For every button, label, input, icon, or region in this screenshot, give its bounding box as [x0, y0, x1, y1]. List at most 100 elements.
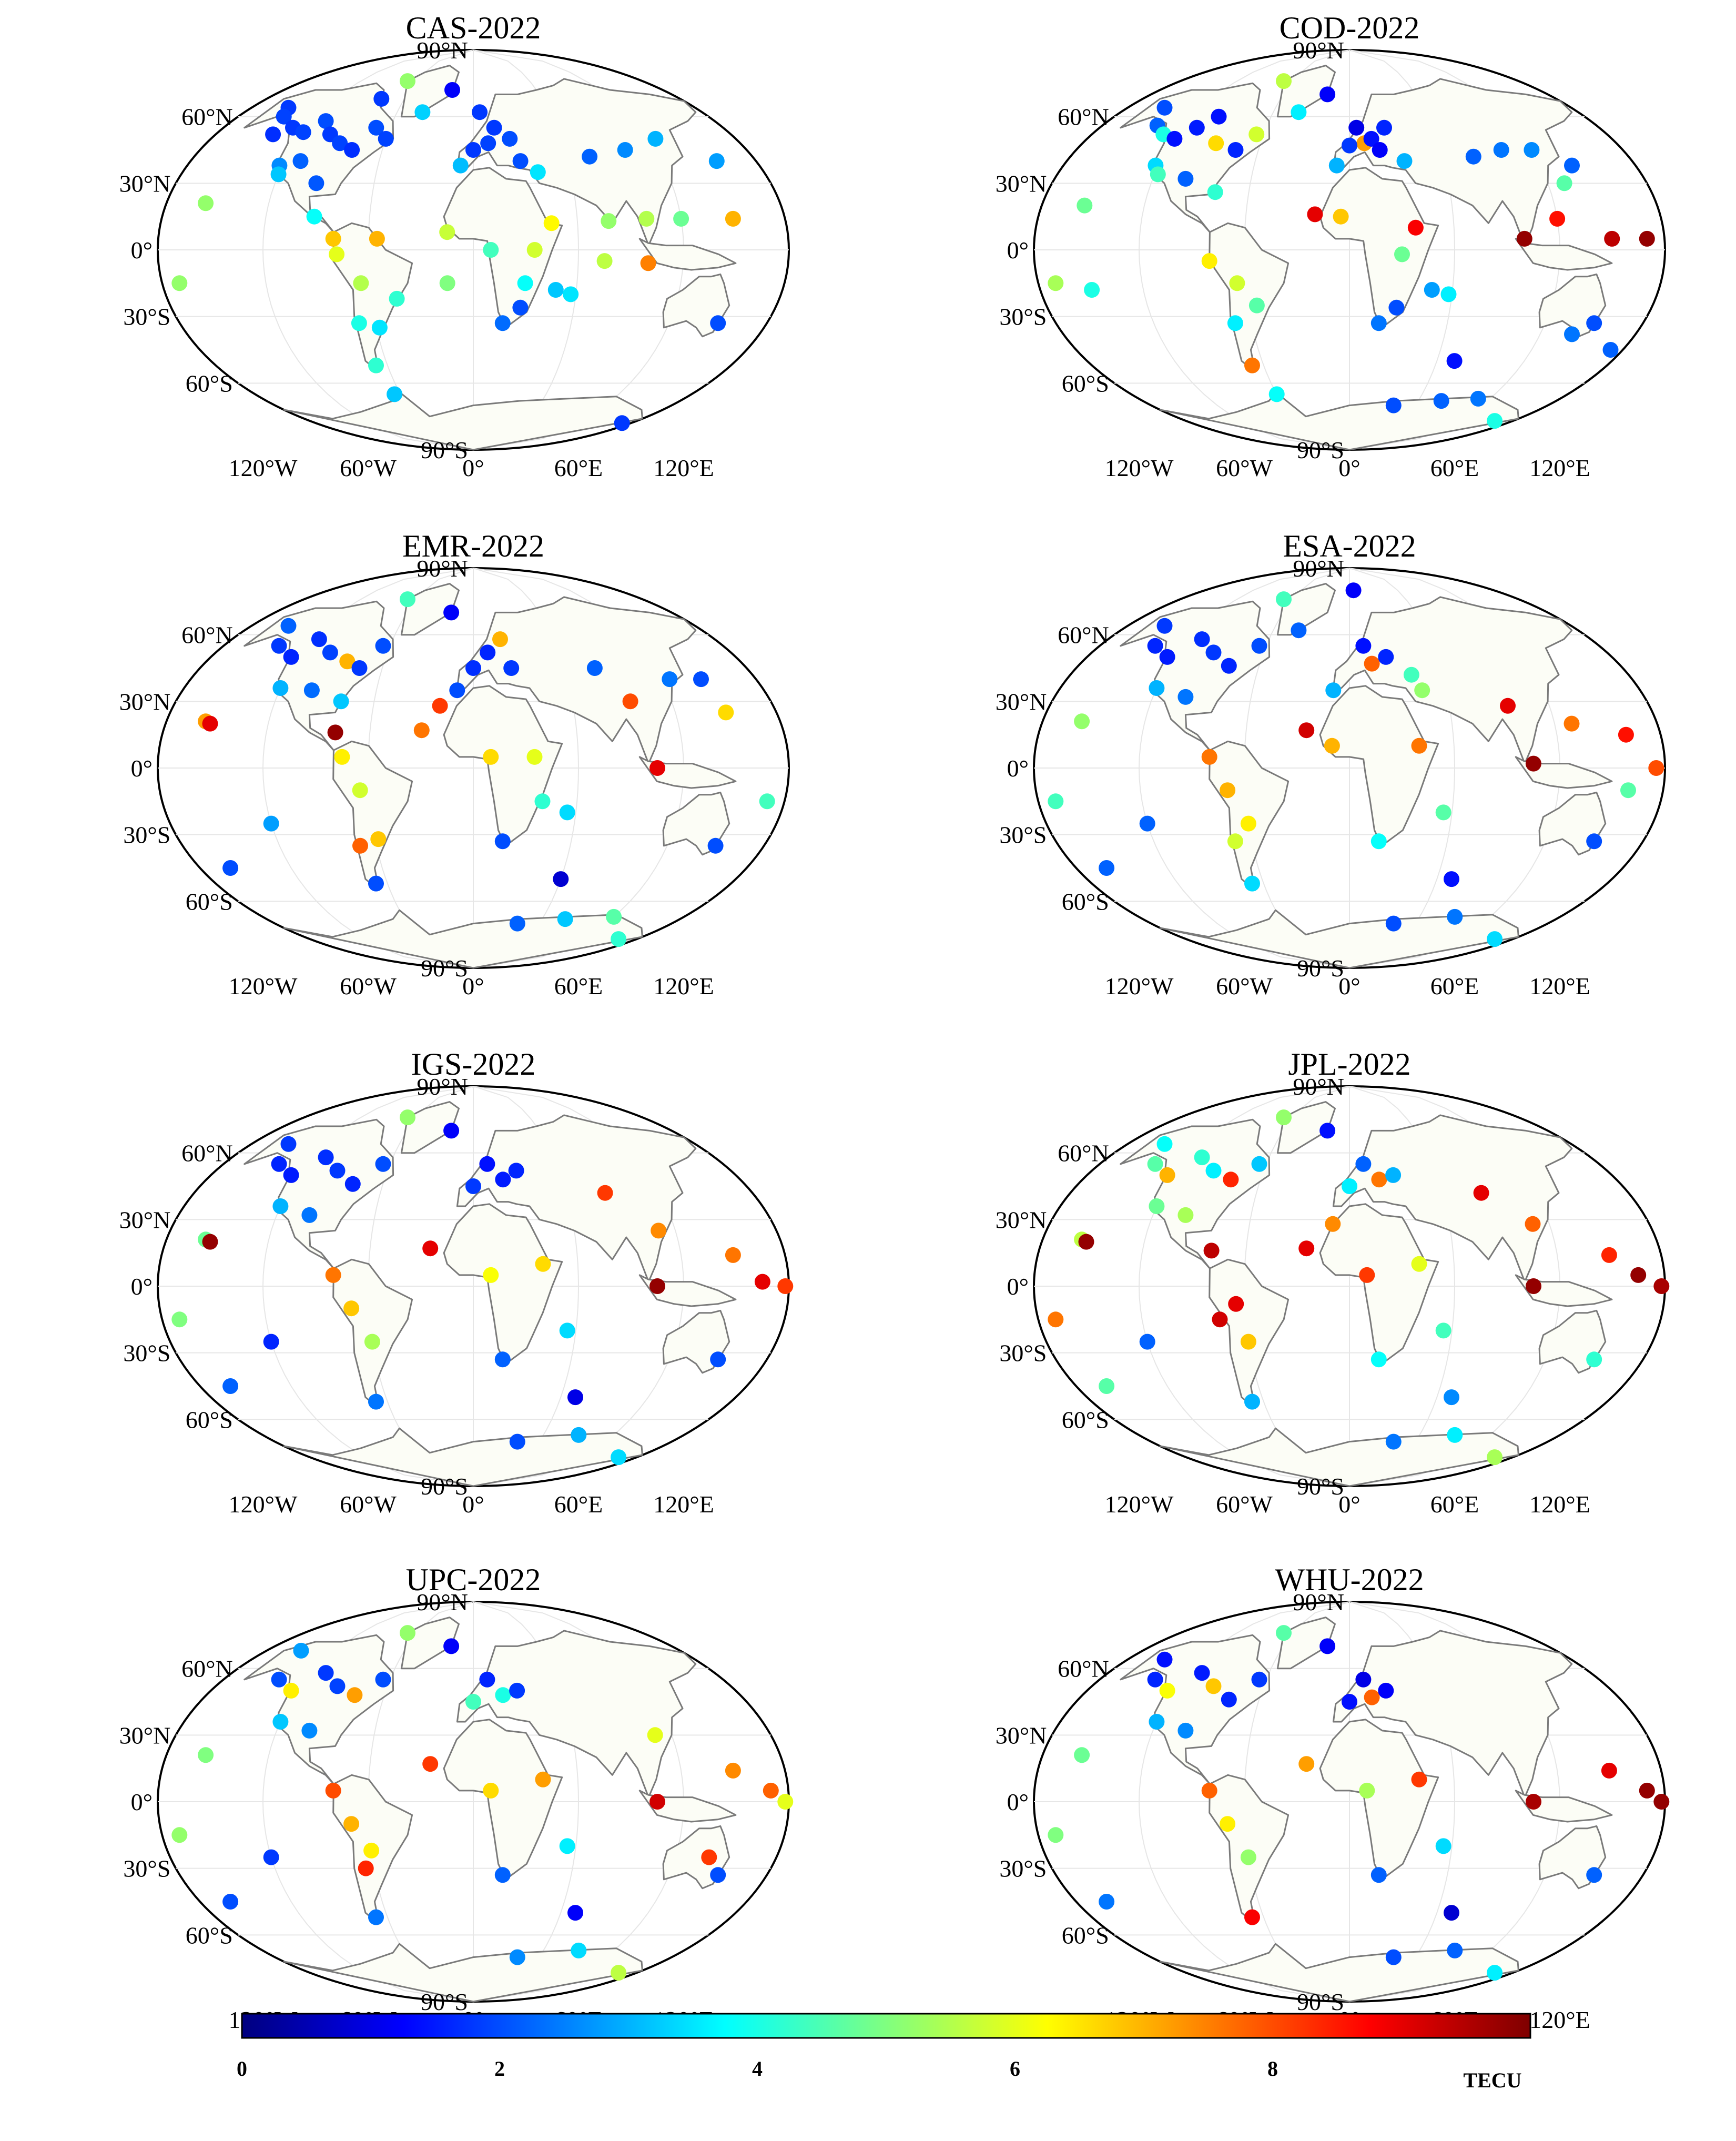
station-marker: [1276, 1109, 1292, 1126]
station-marker: [1147, 638, 1163, 654]
station-marker: [1223, 1172, 1239, 1188]
station-marker: [452, 157, 469, 174]
station-marker: [400, 591, 415, 608]
station-marker: [649, 760, 665, 776]
station-marker: [1371, 1172, 1387, 1188]
station-marker: [1376, 119, 1392, 136]
station-marker: [465, 142, 481, 158]
lon-tick-label: 60°E: [1430, 455, 1479, 481]
station-marker: [559, 1838, 575, 1854]
station-marker: [351, 315, 367, 331]
station-marker: [400, 73, 415, 89]
landmass-antarctica: [1159, 1943, 1519, 2003]
station-marker: [472, 104, 488, 120]
station-marker: [1156, 1136, 1173, 1152]
landmass-indonesia: [1515, 238, 1613, 271]
lat-tick-label: 0°: [131, 1789, 153, 1815]
station-marker: [1298, 722, 1315, 739]
station-marker: [494, 1351, 511, 1368]
station-marker: [325, 1267, 341, 1283]
station-marker: [1364, 655, 1380, 672]
station-marker: [1648, 760, 1664, 776]
station-marker: [649, 1278, 665, 1294]
lat-tick-label: 30°S: [999, 1340, 1047, 1367]
station-marker: [479, 1156, 495, 1172]
landmass-north-america: [1120, 1634, 1271, 1785]
station-marker: [494, 315, 511, 331]
station-marker: [1307, 206, 1323, 223]
lon-tick-label: 120°W: [1105, 1491, 1174, 1518]
colorbar-tick-6: 6: [1010, 2057, 1020, 2081]
lon-tick-label: 120°E: [1529, 1491, 1590, 1518]
lat-tick-label: 60°N: [1058, 622, 1109, 649]
station-marker: [1435, 1322, 1451, 1339]
station-marker: [509, 1949, 525, 1965]
station-marker: [710, 1351, 726, 1368]
station-marker: [1248, 126, 1265, 143]
station-marker: [364, 1334, 380, 1350]
station-marker: [710, 1867, 726, 1883]
station-marker: [1370, 315, 1387, 331]
station-marker: [486, 119, 502, 136]
lat-tick-label: 30°S: [123, 1855, 170, 1882]
station-marker: [1221, 658, 1237, 674]
station-marker: [1251, 1156, 1267, 1172]
station-marker: [1084, 282, 1100, 298]
station-marker: [1325, 682, 1342, 699]
station-marker: [1211, 108, 1227, 125]
station-marker: [492, 631, 508, 648]
station-marker: [1433, 393, 1449, 409]
landmass-south-america: [332, 740, 413, 891]
station-marker: [1444, 1389, 1459, 1406]
station-marker: [378, 130, 394, 147]
station-marker: [1586, 1351, 1602, 1368]
station-marker: [344, 1176, 361, 1192]
lon-tick-label: 120°W: [229, 1491, 298, 1518]
station-marker: [1564, 326, 1580, 342]
station-marker: [611, 1449, 627, 1466]
station-marker: [1048, 793, 1064, 810]
lat-tick-label: 30°S: [123, 304, 170, 330]
station-marker: [1444, 871, 1459, 887]
station-marker: [638, 210, 655, 227]
station-marker: [465, 1694, 481, 1710]
landmass-eurasia: [1332, 1114, 1573, 1283]
station-marker: [327, 724, 343, 741]
station-marker: [1099, 1894, 1115, 1910]
station-marker: [777, 1794, 794, 1810]
station-marker: [1411, 1771, 1427, 1787]
lat-tick-label: 30°S: [123, 822, 170, 849]
station-marker: [1048, 1311, 1064, 1328]
station-marker: [1276, 73, 1292, 89]
station-marker: [1139, 815, 1155, 832]
station-marker: [1201, 1782, 1217, 1799]
lat-tick-label: 90°S: [421, 1473, 468, 1500]
station-marker: [718, 704, 734, 721]
station-marker: [1194, 631, 1210, 648]
station-marker: [1549, 210, 1566, 227]
landmass-antarctica: [283, 391, 643, 451]
station-marker: [1149, 680, 1165, 696]
station-marker: [1205, 644, 1222, 661]
station-marker: [1240, 1849, 1256, 1865]
station-marker: [352, 837, 368, 854]
lat-tick-label: 90°S: [1297, 1473, 1344, 1500]
lon-tick-label: 60°E: [1430, 1491, 1479, 1518]
station-marker: [1328, 157, 1345, 174]
lat-tick-label: 30°N: [996, 688, 1047, 715]
station-marker: [1166, 130, 1183, 147]
station-marker: [759, 793, 775, 810]
station-marker: [1325, 1216, 1341, 1232]
station-marker: [1240, 1334, 1256, 1350]
station-marker: [1411, 1256, 1427, 1272]
panel-title: JPL-2022: [1288, 1047, 1410, 1082]
landmass-north-america: [243, 1118, 394, 1269]
station-marker: [1207, 184, 1223, 200]
station-marker: [701, 1849, 717, 1865]
station-marker: [1473, 1185, 1489, 1201]
lat-tick-label: 0°: [131, 237, 153, 264]
station-marker: [1319, 1638, 1336, 1654]
station-marker: [1147, 1671, 1163, 1688]
station-marker: [651, 1223, 667, 1239]
station-marker: [171, 1311, 188, 1328]
